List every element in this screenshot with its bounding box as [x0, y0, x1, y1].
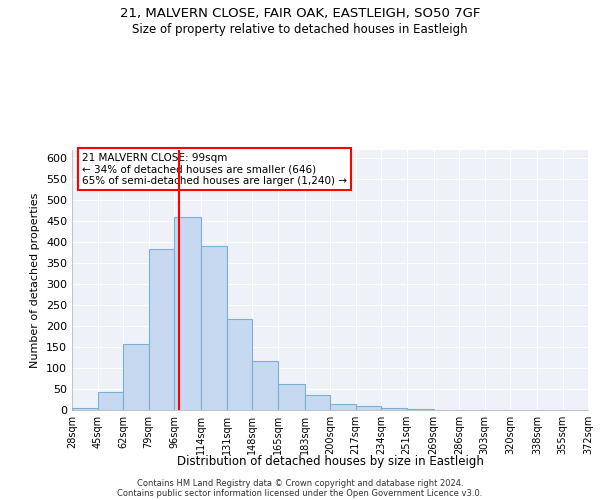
Y-axis label: Number of detached properties: Number of detached properties	[31, 192, 40, 368]
Bar	[381, 408, 407, 410]
Bar	[407, 408, 433, 410]
Text: Distribution of detached houses by size in Eastleigh: Distribution of detached houses by size …	[176, 454, 484, 468]
Bar	[149, 248, 174, 410]
Text: Size of property relative to detached houses in Eastleigh: Size of property relative to detached ho…	[132, 22, 468, 36]
Text: Contains public sector information licensed under the Open Government Licence v3: Contains public sector information licen…	[118, 488, 482, 498]
Bar	[227, 319, 252, 410]
Text: 21, MALVERN CLOSE, FAIR OAK, EASTLEIGH, SO50 7GF: 21, MALVERN CLOSE, FAIR OAK, EASTLEIGH, …	[120, 8, 480, 20]
Bar	[201, 246, 227, 410]
Bar	[252, 360, 277, 410]
Bar	[277, 384, 305, 410]
Text: Contains HM Land Registry data © Crown copyright and database right 2024.: Contains HM Land Registry data © Crown c…	[137, 478, 463, 488]
Bar	[330, 404, 355, 410]
Bar	[305, 396, 330, 410]
Bar	[355, 406, 381, 410]
Text: 21 MALVERN CLOSE: 99sqm
← 34% of detached houses are smaller (646)
65% of semi-d: 21 MALVERN CLOSE: 99sqm ← 34% of detache…	[82, 152, 347, 186]
Bar	[174, 217, 201, 410]
Bar	[123, 344, 149, 410]
Bar	[72, 408, 97, 410]
Bar	[97, 392, 123, 410]
